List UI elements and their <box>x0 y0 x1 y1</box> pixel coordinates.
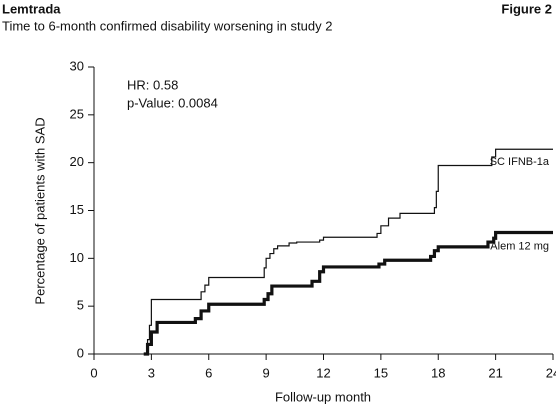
y-axis-label: Percentage of patients with SAD <box>32 117 47 304</box>
x-tick-label: 0 <box>90 365 97 380</box>
x-tick-label: 18 <box>431 365 445 380</box>
x-tick-label: 12 <box>316 365 330 380</box>
y-tick-label: 25 <box>70 106 84 121</box>
y-tick-label: 5 <box>77 298 84 313</box>
x-tick-label: 24 <box>546 365 556 380</box>
y-tick-label: 30 <box>70 58 84 73</box>
figure-label: Figure 2 <box>501 1 552 16</box>
x-tick-label: 3 <box>148 365 155 380</box>
x-tick-label: 9 <box>263 365 270 380</box>
header: Lemtrada <box>2 1 61 16</box>
y-tick-label: 20 <box>70 154 84 169</box>
line-label: Alem 12 mg <box>490 240 549 252</box>
x-tick-label: 15 <box>374 365 388 380</box>
chart-title: Time to 6-month confirmed disability wor… <box>2 18 332 33</box>
y-tick-label: 10 <box>70 250 84 265</box>
y-tick-label: 15 <box>70 202 84 217</box>
x-tick-label: 6 <box>205 365 212 380</box>
annotation: p-Value: 0.0084 <box>127 95 218 110</box>
x-tick-label: 21 <box>488 365 502 380</box>
step-line <box>143 148 553 355</box>
annotation: HR: 0.58 <box>127 77 178 92</box>
line-label: SC IFNB-1a <box>490 156 550 168</box>
step-line <box>143 230 553 356</box>
y-tick-label: 0 <box>77 345 84 360</box>
x-axis-label: Follow-up month <box>275 389 371 404</box>
